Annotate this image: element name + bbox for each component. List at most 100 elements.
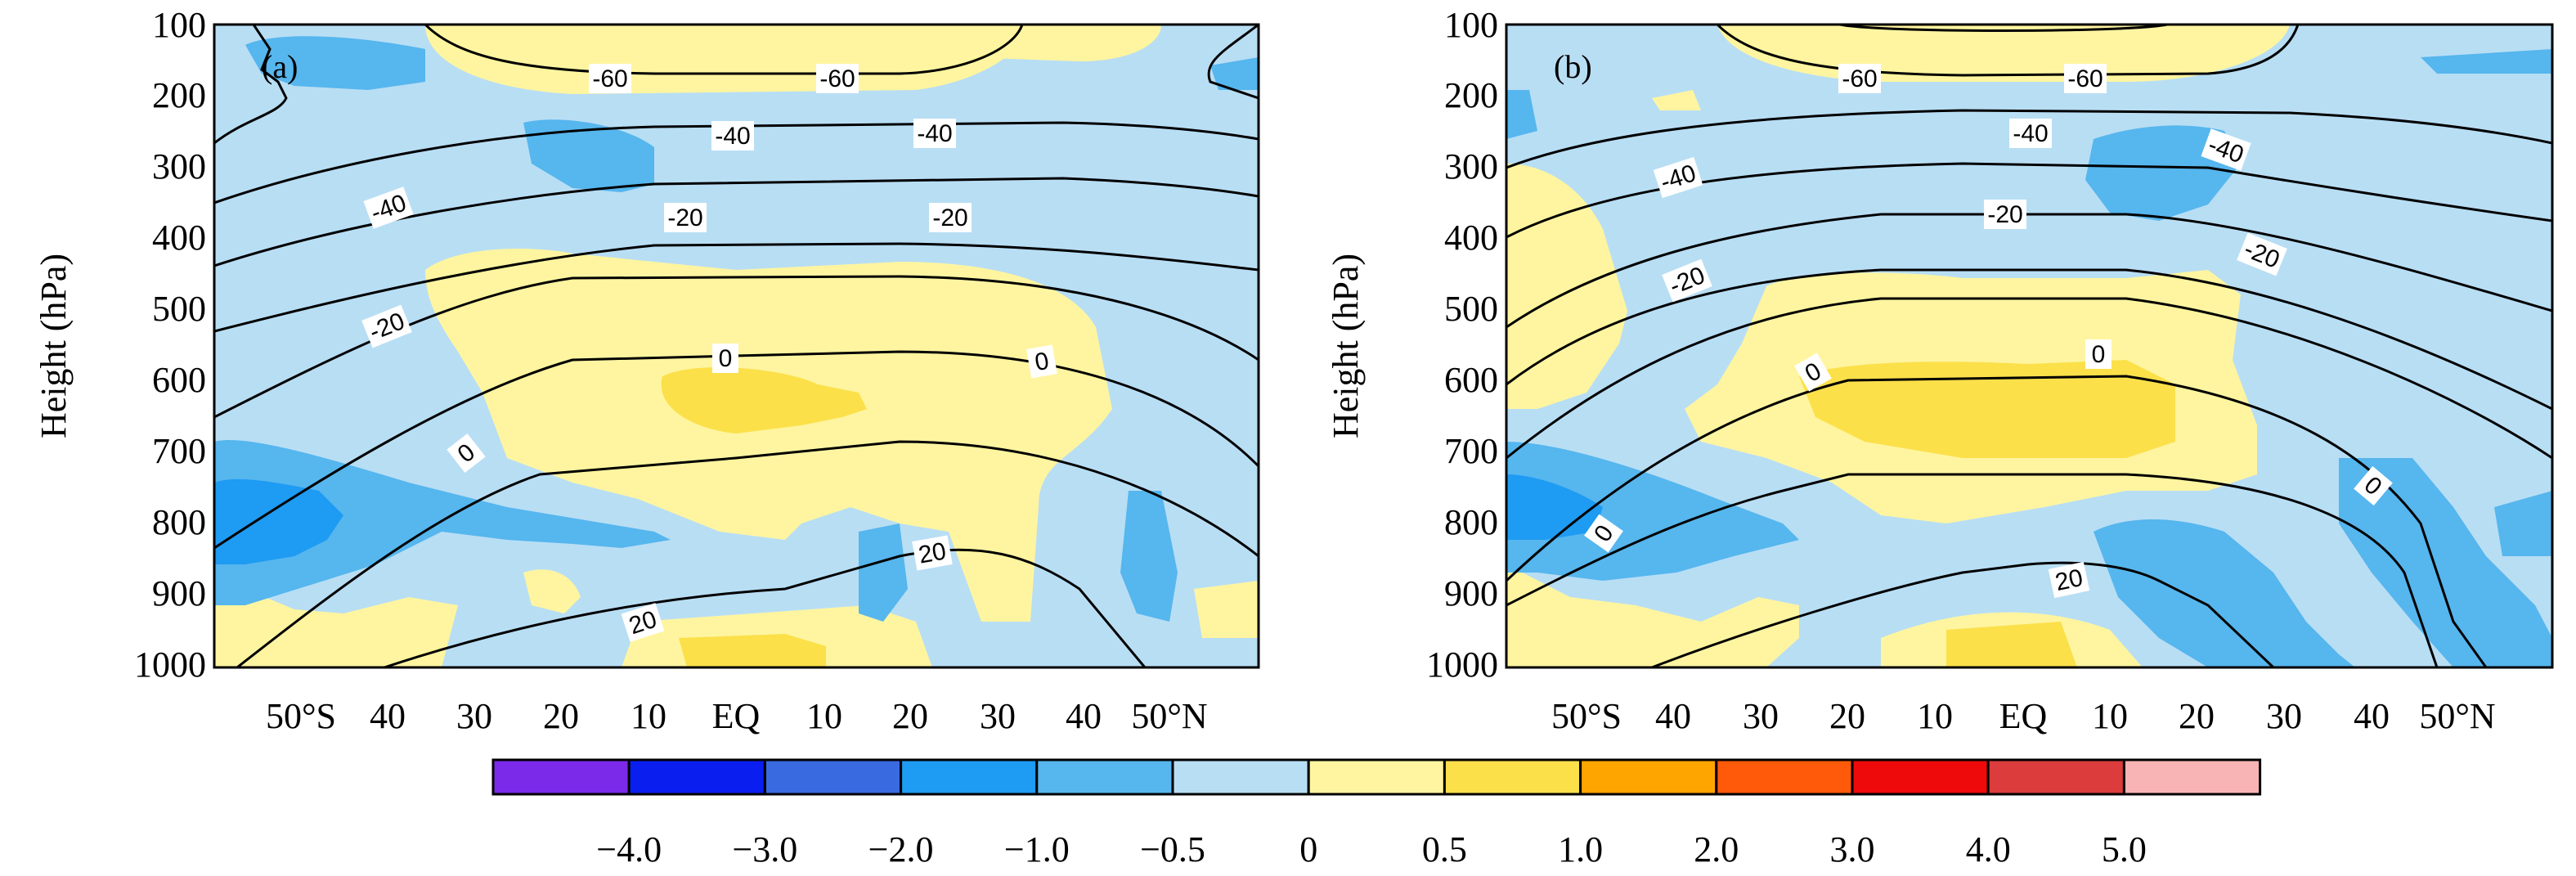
y-tick: 400 bbox=[152, 218, 206, 258]
x-tick: 20 bbox=[543, 696, 579, 736]
colorbar-label: 0 bbox=[1299, 829, 1317, 869]
y-tick: 500 bbox=[1444, 289, 1498, 329]
y-ticks-b: 100 200 300 400 500 600 700 800 900 1000 bbox=[1426, 5, 1498, 685]
contour-label: 20 bbox=[912, 535, 953, 571]
colorbar-swatch bbox=[627, 758, 766, 796]
y-tick: 800 bbox=[152, 502, 206, 542]
y-tick: 900 bbox=[1444, 573, 1498, 613]
colorbar-label: 0.5 bbox=[1422, 829, 1467, 869]
contour-label: 0 bbox=[712, 344, 738, 373]
svg-text:0: 0 bbox=[2092, 341, 2106, 368]
colorbar-label: −0.5 bbox=[1140, 829, 1205, 869]
y-tick: 100 bbox=[152, 5, 206, 45]
x-tick: 30 bbox=[1743, 696, 1779, 736]
contour-label: 0 bbox=[2085, 339, 2112, 369]
y-tick: 200 bbox=[1444, 75, 1498, 115]
contour-label: 0 bbox=[1026, 344, 1057, 379]
x-tick: 30 bbox=[2266, 696, 2302, 736]
y-tick: 300 bbox=[152, 146, 206, 186]
x-tick: 50°S bbox=[1551, 696, 1622, 736]
y-tick: 400 bbox=[1444, 218, 1498, 258]
svg-text:-60: -60 bbox=[819, 65, 855, 92]
colorbar-label: 2.0 bbox=[1694, 829, 1739, 869]
x-tick: 30 bbox=[456, 696, 492, 736]
contour-label: -20 bbox=[664, 203, 707, 232]
svg-text:-60: -60 bbox=[592, 65, 627, 92]
colorbar-swatch bbox=[900, 758, 1039, 796]
colorbar-swatches bbox=[491, 758, 2262, 796]
x-tick: 30 bbox=[980, 696, 1016, 736]
y-tick: 1000 bbox=[1426, 645, 1498, 685]
y-tick: 600 bbox=[1444, 360, 1498, 400]
colorbar-swatch bbox=[2122, 758, 2262, 796]
panel-label: (a) bbox=[262, 48, 298, 85]
contour-labels-b: -60 -60 -40 -40 -40 -20 -20 -20 0 0 0 20 bbox=[1584, 64, 2287, 599]
y-axis-title: Height (hPa) bbox=[1326, 254, 1366, 438]
contour-labels-a: -60 -60 -40 -40 -40 -20 -20 -20 0 0 0 20… bbox=[361, 64, 1057, 642]
svg-text:20: 20 bbox=[2053, 564, 2085, 596]
x-tick: 50°N bbox=[2419, 696, 2495, 736]
svg-text:-40: -40 bbox=[917, 120, 952, 147]
colorbar-swatch bbox=[763, 758, 903, 796]
y-tick: 100 bbox=[1444, 5, 1498, 45]
x-tick: 50°S bbox=[266, 696, 336, 736]
contour-label: 20 bbox=[2048, 561, 2090, 599]
y-ticks-a: 100 200 300 400 500 600 700 800 900 1000 bbox=[134, 5, 206, 685]
contour-label: -60 bbox=[816, 64, 859, 93]
svg-text:-20: -20 bbox=[1987, 201, 2022, 228]
colorbar-swatch bbox=[491, 758, 631, 796]
svg-text:-20: -20 bbox=[932, 204, 967, 231]
y-tick: 700 bbox=[1444, 431, 1498, 471]
svg-text:-60: -60 bbox=[2067, 65, 2103, 92]
x-tick: EQ bbox=[1999, 696, 2048, 736]
colorbar-swatch bbox=[1715, 758, 1854, 796]
svg-text:20: 20 bbox=[917, 537, 949, 568]
x-ticks-b: 50°S 40 30 20 10 EQ 10 20 30 40 50°N bbox=[1551, 696, 2496, 736]
contour-label: -20 bbox=[929, 203, 972, 232]
colorbar-swatch bbox=[1443, 758, 1582, 796]
svg-text:-40: -40 bbox=[715, 123, 750, 150]
x-tick: 20 bbox=[892, 696, 928, 736]
y-tick: 200 bbox=[152, 75, 206, 115]
colorbar-swatch bbox=[1579, 758, 1718, 796]
y-tick: 1000 bbox=[134, 645, 206, 685]
y-tick: 900 bbox=[152, 573, 206, 613]
x-tick: 40 bbox=[370, 696, 406, 736]
contours-b bbox=[1506, 25, 2552, 667]
contour-label: -40 bbox=[2201, 128, 2251, 171]
x-tick: 20 bbox=[2179, 696, 2215, 736]
x-tick: 20 bbox=[1829, 696, 1865, 736]
y-tick: 300 bbox=[1444, 146, 1498, 186]
colorbar-swatch bbox=[1307, 758, 1446, 796]
x-tick: 10 bbox=[806, 696, 842, 736]
contour-label: -60 bbox=[2064, 64, 2107, 93]
svg-text:0: 0 bbox=[719, 345, 733, 372]
contour-label: 0 bbox=[1794, 353, 1832, 392]
colorbar: −4.0 −3.0 −2.0 −1.0 −0.5 0 0.5 1.0 2.0 3.0 4.0 5.0 bbox=[491, 758, 2262, 869]
y-tick: 800 bbox=[1444, 502, 1498, 542]
x-tick: 40 bbox=[1066, 696, 1102, 736]
panel-a: -60 -60 -40 -40 -40 -20 -20 -20 0 0 0 20… bbox=[34, 5, 1260, 736]
colorbar-label: 3.0 bbox=[1830, 829, 1875, 869]
colorbar-swatch bbox=[1035, 758, 1174, 796]
svg-text:-40: -40 bbox=[2013, 120, 2048, 147]
panel-b: -60 -60 -40 -40 -40 -20 -20 -20 0 0 0 20… bbox=[1326, 5, 2554, 736]
contour-label: -40 bbox=[2009, 119, 2052, 148]
x-tick: EQ bbox=[712, 696, 761, 736]
panel-label: (b) bbox=[1554, 48, 1592, 85]
x-tick: 40 bbox=[2354, 696, 2390, 736]
y-tick: 600 bbox=[152, 360, 206, 400]
contour-label: -20 bbox=[1984, 200, 2026, 229]
y-tick: 700 bbox=[152, 431, 206, 471]
colorbar-swatch bbox=[1851, 758, 1990, 796]
x-ticks-a: 50°S 40 30 20 10 EQ 10 20 30 40 50°N bbox=[266, 696, 1208, 736]
contour-label: -40 bbox=[913, 119, 956, 148]
contour-label: -60 bbox=[589, 64, 631, 93]
colorbar-label: 1.0 bbox=[1558, 829, 1603, 869]
y-axis-title: Height (hPa) bbox=[34, 254, 74, 438]
svg-text:-20: -20 bbox=[667, 204, 702, 231]
x-tick: 40 bbox=[1655, 696, 1691, 736]
x-tick: 10 bbox=[1917, 696, 1953, 736]
colorbar-swatch bbox=[1171, 758, 1310, 796]
